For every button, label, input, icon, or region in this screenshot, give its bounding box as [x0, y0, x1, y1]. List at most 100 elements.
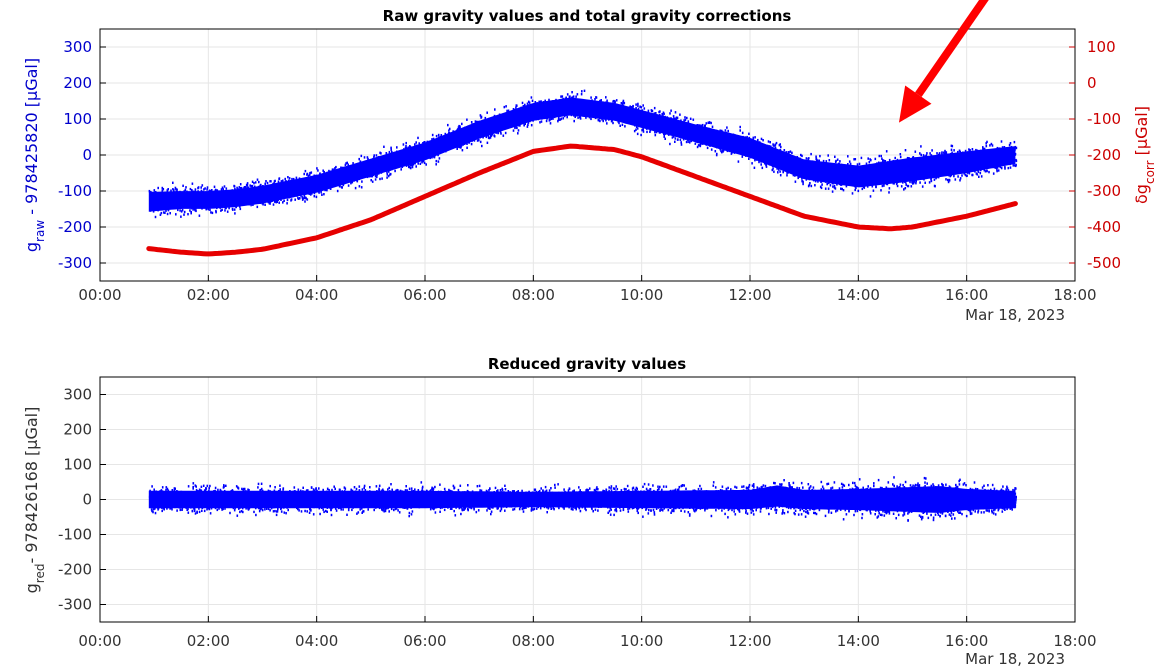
data-point — [354, 186, 357, 190]
data-point — [649, 130, 651, 133]
data-point — [390, 148, 392, 151]
data-point — [909, 180, 911, 184]
data-point — [922, 154, 925, 157]
data-point — [866, 185, 869, 188]
data-point — [870, 159, 872, 162]
data-point — [760, 163, 762, 166]
data-point — [637, 107, 640, 110]
data-point — [560, 95, 562, 98]
data-point — [313, 195, 316, 198]
data-point — [236, 186, 238, 190]
data-point — [882, 159, 884, 162]
data-point — [710, 121, 712, 125]
data-point — [854, 188, 856, 192]
data-point — [944, 149, 946, 153]
data-point — [240, 186, 243, 190]
data-point — [614, 100, 616, 103]
data-point — [307, 174, 310, 178]
data-point — [562, 117, 564, 120]
data-point — [444, 132, 447, 136]
data-point — [642, 128, 644, 131]
data-point — [412, 163, 415, 166]
data-point — [189, 187, 192, 191]
data-point — [566, 93, 569, 96]
data-point — [254, 181, 257, 184]
data-point — [209, 208, 211, 211]
data-point — [552, 117, 554, 120]
data-point — [189, 209, 191, 212]
data-point — [544, 99, 546, 102]
data-point — [376, 173, 378, 176]
data-point — [611, 119, 613, 122]
data-point — [540, 120, 543, 123]
data-point — [481, 144, 483, 148]
data-point — [714, 150, 717, 153]
data-point — [250, 184, 253, 188]
data-point — [249, 184, 251, 187]
data-point — [270, 180, 272, 183]
data-point — [220, 188, 223, 191]
data-point — [621, 103, 624, 106]
data-point — [269, 202, 271, 205]
data-point — [370, 179, 372, 182]
data-point — [435, 159, 438, 163]
data-point — [226, 210, 229, 213]
data-point — [299, 197, 301, 200]
data-point — [405, 145, 407, 148]
data-point — [910, 185, 913, 188]
data-point — [686, 116, 688, 120]
data-point — [659, 110, 661, 113]
data-point — [512, 129, 515, 132]
data-point — [435, 163, 437, 166]
data-point — [303, 194, 306, 197]
data-point — [577, 116, 579, 119]
data-point — [294, 198, 296, 201]
data-point — [486, 111, 488, 114]
data-point — [624, 125, 626, 128]
data-point — [521, 101, 524, 105]
data-point — [883, 184, 885, 187]
data-point — [924, 181, 926, 184]
data-point — [635, 103, 637, 106]
data-point — [842, 189, 845, 192]
data-point — [411, 165, 414, 169]
data-point — [524, 122, 526, 125]
data-point — [654, 133, 657, 137]
data-point — [239, 207, 242, 211]
data-point — [929, 152, 931, 155]
data-point — [303, 172, 305, 176]
data-point — [385, 152, 388, 155]
data-point — [696, 145, 699, 149]
data-point — [606, 99, 608, 102]
data-point — [919, 152, 921, 155]
data-point — [493, 135, 496, 138]
data-point — [724, 129, 727, 132]
data-point — [291, 177, 293, 181]
data-point — [233, 208, 236, 211]
data-point — [194, 208, 196, 212]
data-point — [512, 108, 515, 111]
data-point — [853, 158, 855, 161]
data-point — [341, 186, 343, 189]
data-point — [579, 115, 581, 118]
data-point — [301, 196, 303, 199]
data-point — [246, 184, 249, 187]
data-point — [506, 109, 508, 113]
data-point — [849, 162, 852, 166]
data-point — [900, 185, 903, 188]
data-point — [943, 151, 945, 154]
data-point — [207, 208, 210, 211]
data-point — [835, 159, 837, 163]
data-point — [810, 152, 812, 156]
data-point — [594, 98, 596, 101]
data-point — [905, 183, 907, 186]
data-point — [779, 143, 781, 146]
data-point — [821, 183, 823, 186]
data-point — [192, 208, 194, 211]
data-point — [373, 154, 375, 157]
data-point — [470, 121, 473, 124]
data-point — [674, 140, 676, 143]
data-point — [284, 177, 286, 181]
data-point — [466, 118, 468, 121]
data-point — [232, 208, 234, 211]
